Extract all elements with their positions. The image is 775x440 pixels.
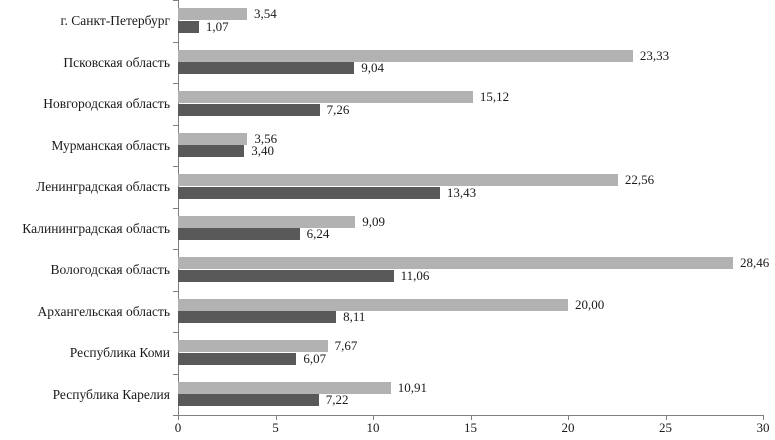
y-axis-tick [173,415,179,416]
bar-value-label: 20,00 [575,296,605,312]
bar-value-label: 10,91 [397,379,427,395]
x-tick-label: 25 [659,420,672,435]
bar-series-dark [178,145,245,157]
x-tick-label: 30 [756,420,770,435]
bar-value-label: 7,67 [334,338,358,353]
bar-value-label: 15,12 [479,89,510,104]
bar-series-dark [178,20,199,33]
bar-series-dark [178,269,394,282]
x-tick-label: 0 [174,420,182,435]
bar-series-light [178,381,391,394]
y-axis-tick [173,166,179,167]
y-axis-tick [173,373,179,375]
category-label: Новгородская область [43,96,170,111]
x-axis-tick [178,416,179,420]
y-axis-tick [173,332,179,333]
bar-value-label: 9,09 [362,213,385,229]
category-label: Ленинградская область [36,179,170,194]
y-axis-tick [173,207,179,209]
bar-value-label: 9,04 [361,60,385,75]
category-label: Псковская область [63,54,170,70]
bar-value-label: 3,40 [251,143,275,158]
x-tick-label: 10 [366,420,380,435]
bar-value-label: 7,26 [326,101,350,117]
bar-value-label: 3,56 [254,130,278,146]
bar-series-light [178,8,248,20]
bar-series-light [178,91,473,103]
bar-series-dark [178,352,297,365]
bar-value-label: 6,24 [306,226,330,241]
x-tick-label: 15 [464,420,477,435]
bar-series-dark [178,228,300,240]
category-label: Мурманская область [51,137,170,153]
bar-series-dark [178,186,440,199]
bar-series-light [178,298,568,311]
bar-series-light [178,340,328,352]
y-axis-tick [173,290,179,292]
category-label: Вологодская область [50,262,170,277]
plot-area: 3,54 1,07 23,33 9,04 15,12 7,26 3,56 3,40 22,56 1… [178,0,769,415]
bar-series-dark [178,311,337,323]
y-axis-tick [173,41,179,43]
bar-value-label: 7,22 [325,392,349,407]
bar-value-label: 11,06 [400,267,430,283]
bar-value-label: 3,54 [254,6,277,21]
category-label: Республика Коми [69,345,170,360]
bar-value-label: 13,43 [446,184,477,200]
x-axis-line [173,415,764,416]
y-axis-tick [173,124,179,126]
bar-value-label: 28,46 [739,255,770,270]
bar-value-label: 8,11 [343,309,366,324]
category-label: Архангельская область [37,303,170,319]
category-label: Республика Карелия [52,386,170,402]
bar-series-light [178,49,633,62]
bar-series-light [178,215,356,228]
bar-series-dark [178,394,319,406]
x-axis-tick [665,416,667,420]
x-axis-tick [568,416,569,420]
x-axis-tick [275,416,277,420]
bar-series-light [178,132,248,145]
y-axis-tick [173,83,179,84]
bar-value-label: 6,07 [303,350,327,366]
bar-series-light [178,257,733,269]
bar-value-label: 23,33 [639,47,670,63]
category-label: г. Санкт-Петербург [60,13,170,28]
x-tick-label: 5 [272,420,279,435]
bar-series-light [178,174,618,186]
x-axis-tick [373,416,374,420]
category-axis-labels: г. Санкт-Петербург Псковская область Новго… [0,0,170,415]
bar-series-dark [178,103,320,116]
y-axis-tick [173,249,179,250]
bar-value-label: 1,07 [205,18,229,34]
x-tick-label: 20 [561,420,575,435]
bar-series-dark [178,62,355,74]
category-label: Калининградская область [22,220,170,236]
x-axis-tick [763,416,764,420]
bar-value-label: 22,56 [624,172,655,187]
x-axis-tick [470,416,472,420]
y-axis-tick [173,0,179,1]
